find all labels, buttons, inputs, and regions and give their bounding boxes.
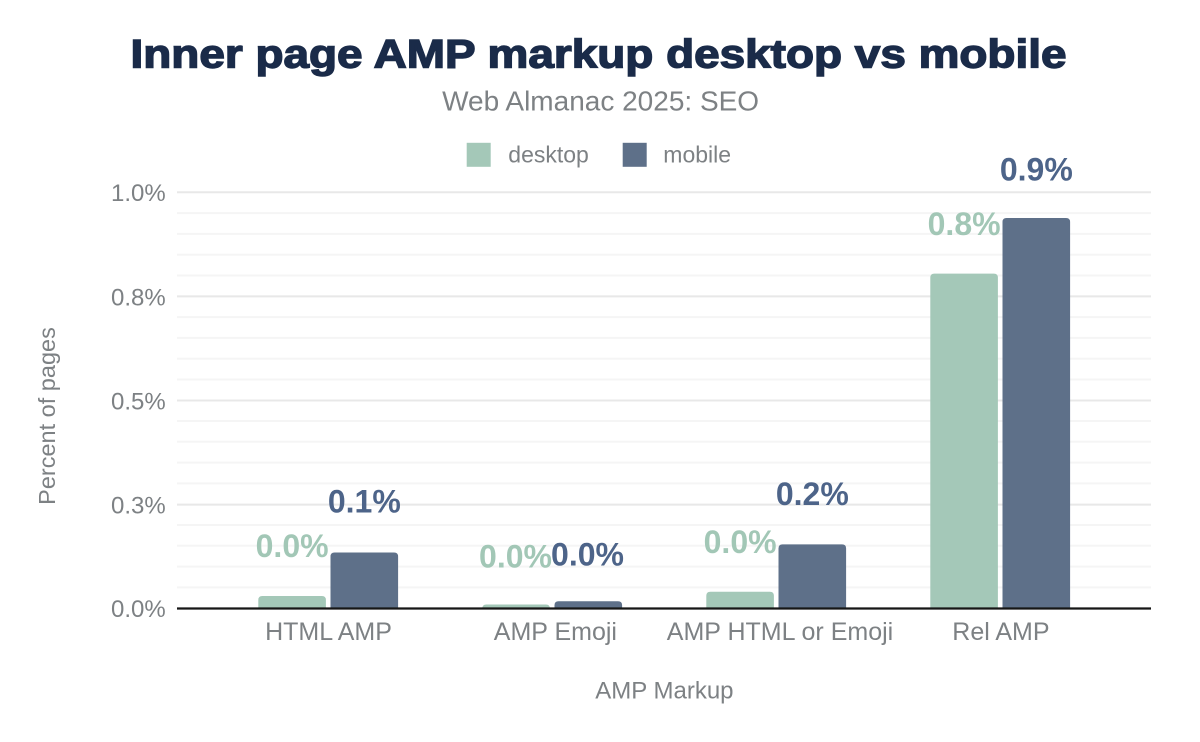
svg-text:0.0%: 0.0%	[256, 528, 329, 564]
svg-text:0.0%: 0.0%	[704, 524, 777, 560]
svg-text:Inner page AMP markup desktop: Inner page AMP markup desktop vs mobile	[131, 33, 1067, 77]
svg-text:mobile: mobile	[663, 142, 731, 168]
svg-text:HTML AMP: HTML AMP	[265, 618, 392, 646]
svg-text:AMP Markup: AMP Markup	[595, 678, 733, 705]
svg-text:0.8%: 0.8%	[111, 284, 166, 311]
svg-text:Percent of pages: Percent of pages	[34, 327, 60, 505]
svg-text:0.0%: 0.0%	[551, 536, 624, 572]
svg-text:0.5%: 0.5%	[111, 388, 166, 415]
svg-text:Web Almanac 2025: SEO: Web Almanac 2025: SEO	[442, 85, 759, 116]
svg-text:0.3%: 0.3%	[111, 493, 166, 520]
svg-text:1.0%: 1.0%	[111, 180, 166, 207]
svg-text:AMP Emoji: AMP Emoji	[494, 618, 617, 646]
svg-text:0.9%: 0.9%	[1000, 151, 1073, 187]
svg-text:desktop: desktop	[508, 142, 589, 168]
svg-text:0.2%: 0.2%	[776, 476, 849, 512]
svg-text:0.8%: 0.8%	[928, 206, 1001, 242]
svg-text:0.0%: 0.0%	[111, 596, 166, 623]
svg-text:0.0%: 0.0%	[479, 539, 552, 575]
svg-text:Rel AMP: Rel AMP	[952, 618, 1049, 646]
svg-text:0.1%: 0.1%	[328, 483, 401, 519]
svg-text:AMP HTML or Emoji: AMP HTML or Emoji	[667, 618, 893, 646]
